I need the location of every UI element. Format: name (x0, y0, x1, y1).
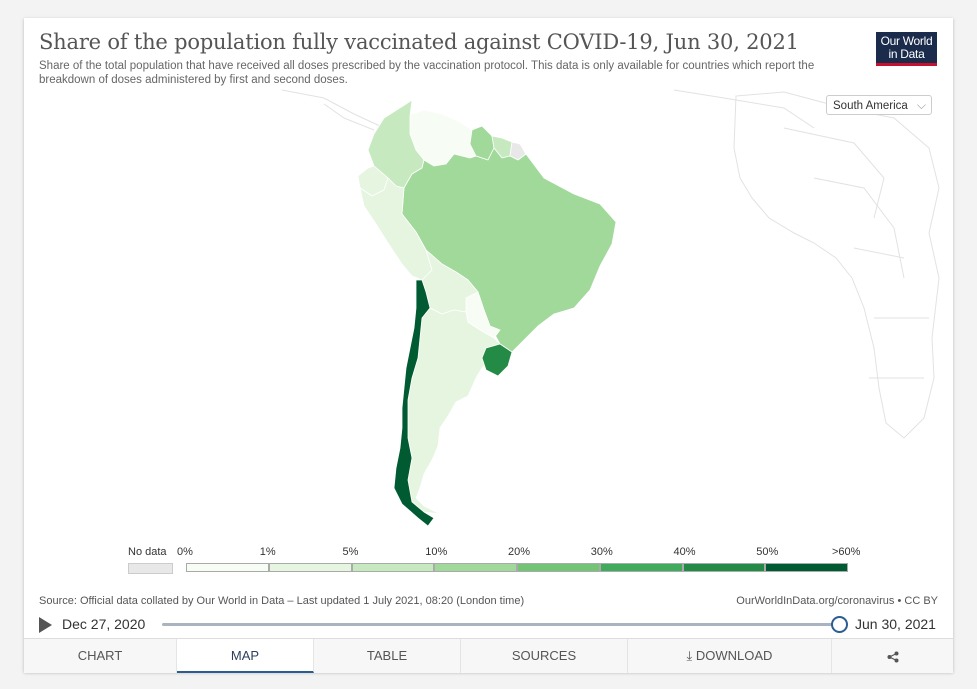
tab-chart[interactable]: CHART (24, 639, 177, 673)
legend-swatch (268, 563, 352, 572)
timeline-track[interactable] (162, 623, 839, 626)
play-icon[interactable] (39, 617, 52, 633)
tab-bar: CHART MAP TABLE SOURCES ⤓ DOWNLOAD (24, 638, 953, 673)
legend-tick-label: 50% (756, 546, 779, 558)
timeline-handle[interactable] (831, 616, 848, 633)
logo-line-1: Our World (880, 34, 933, 48)
legend-no-data-swatch (128, 563, 173, 574)
legend-tick-label: >60% (832, 546, 861, 558)
legend-tick-label: 40% (673, 546, 696, 558)
owid-logo[interactable]: Our World in Data (876, 32, 937, 66)
source-note: Source: Official data collated by Our Wo… (39, 595, 525, 607)
credit-link[interactable]: OurWorldInData.org/coronavirus • CC BY (736, 595, 938, 607)
chevron-down-icon: ⌵ (916, 98, 926, 112)
logo-line-2: in Data (888, 47, 925, 61)
legend-no-data-label: No data (128, 546, 167, 558)
choropleth-map (281, 89, 940, 527)
tab-sources[interactable]: SOURCES (461, 639, 628, 673)
chart-card: Share of the population fully vaccinated… (24, 18, 953, 673)
legend-swatch (599, 563, 683, 572)
tab-share[interactable] (832, 639, 953, 673)
region-dropdown[interactable]: South America ⌵ (826, 95, 932, 115)
tab-table[interactable]: TABLE (314, 639, 461, 673)
country-chile (393, 279, 435, 527)
chart-title: Share of the population fully vaccinated… (39, 30, 799, 54)
legend-swatch (682, 563, 766, 572)
country-shapes (357, 99, 617, 527)
share-icon (887, 651, 898, 663)
legend-swatch (434, 563, 517, 572)
tab-download[interactable]: ⤓ DOWNLOAD (628, 639, 832, 673)
timeline-start-date[interactable]: Dec 27, 2020 (62, 616, 146, 632)
timeline-end-date[interactable]: Jun 30, 2021 (855, 616, 936, 632)
legend-tick-label: 30% (590, 546, 613, 558)
legend-swatch (351, 563, 435, 572)
legend-tick-label: 20% (508, 546, 531, 558)
region-dropdown-value: South America (833, 100, 908, 112)
country-argentina (407, 307, 501, 515)
legend-swatch (517, 563, 600, 572)
legend-tick-label: 5% (342, 546, 359, 558)
chart-subtitle: Share of the total population that have … (39, 60, 815, 86)
legend: No data 0% 1% 5% 10% 20% 30% 40% 50% >60% (24, 543, 953, 579)
legend-swatch (186, 563, 269, 572)
timeline: Dec 27, 2020 Jun 30, 2021 (24, 614, 953, 640)
country-uruguay (481, 343, 513, 377)
tab-map[interactable]: MAP (177, 639, 314, 673)
legend-tick-label: 10% (425, 546, 448, 558)
legend-tick-label: 1% (259, 546, 276, 558)
legend-tick-label: 0% (177, 546, 193, 558)
legend-swatch (765, 563, 848, 572)
